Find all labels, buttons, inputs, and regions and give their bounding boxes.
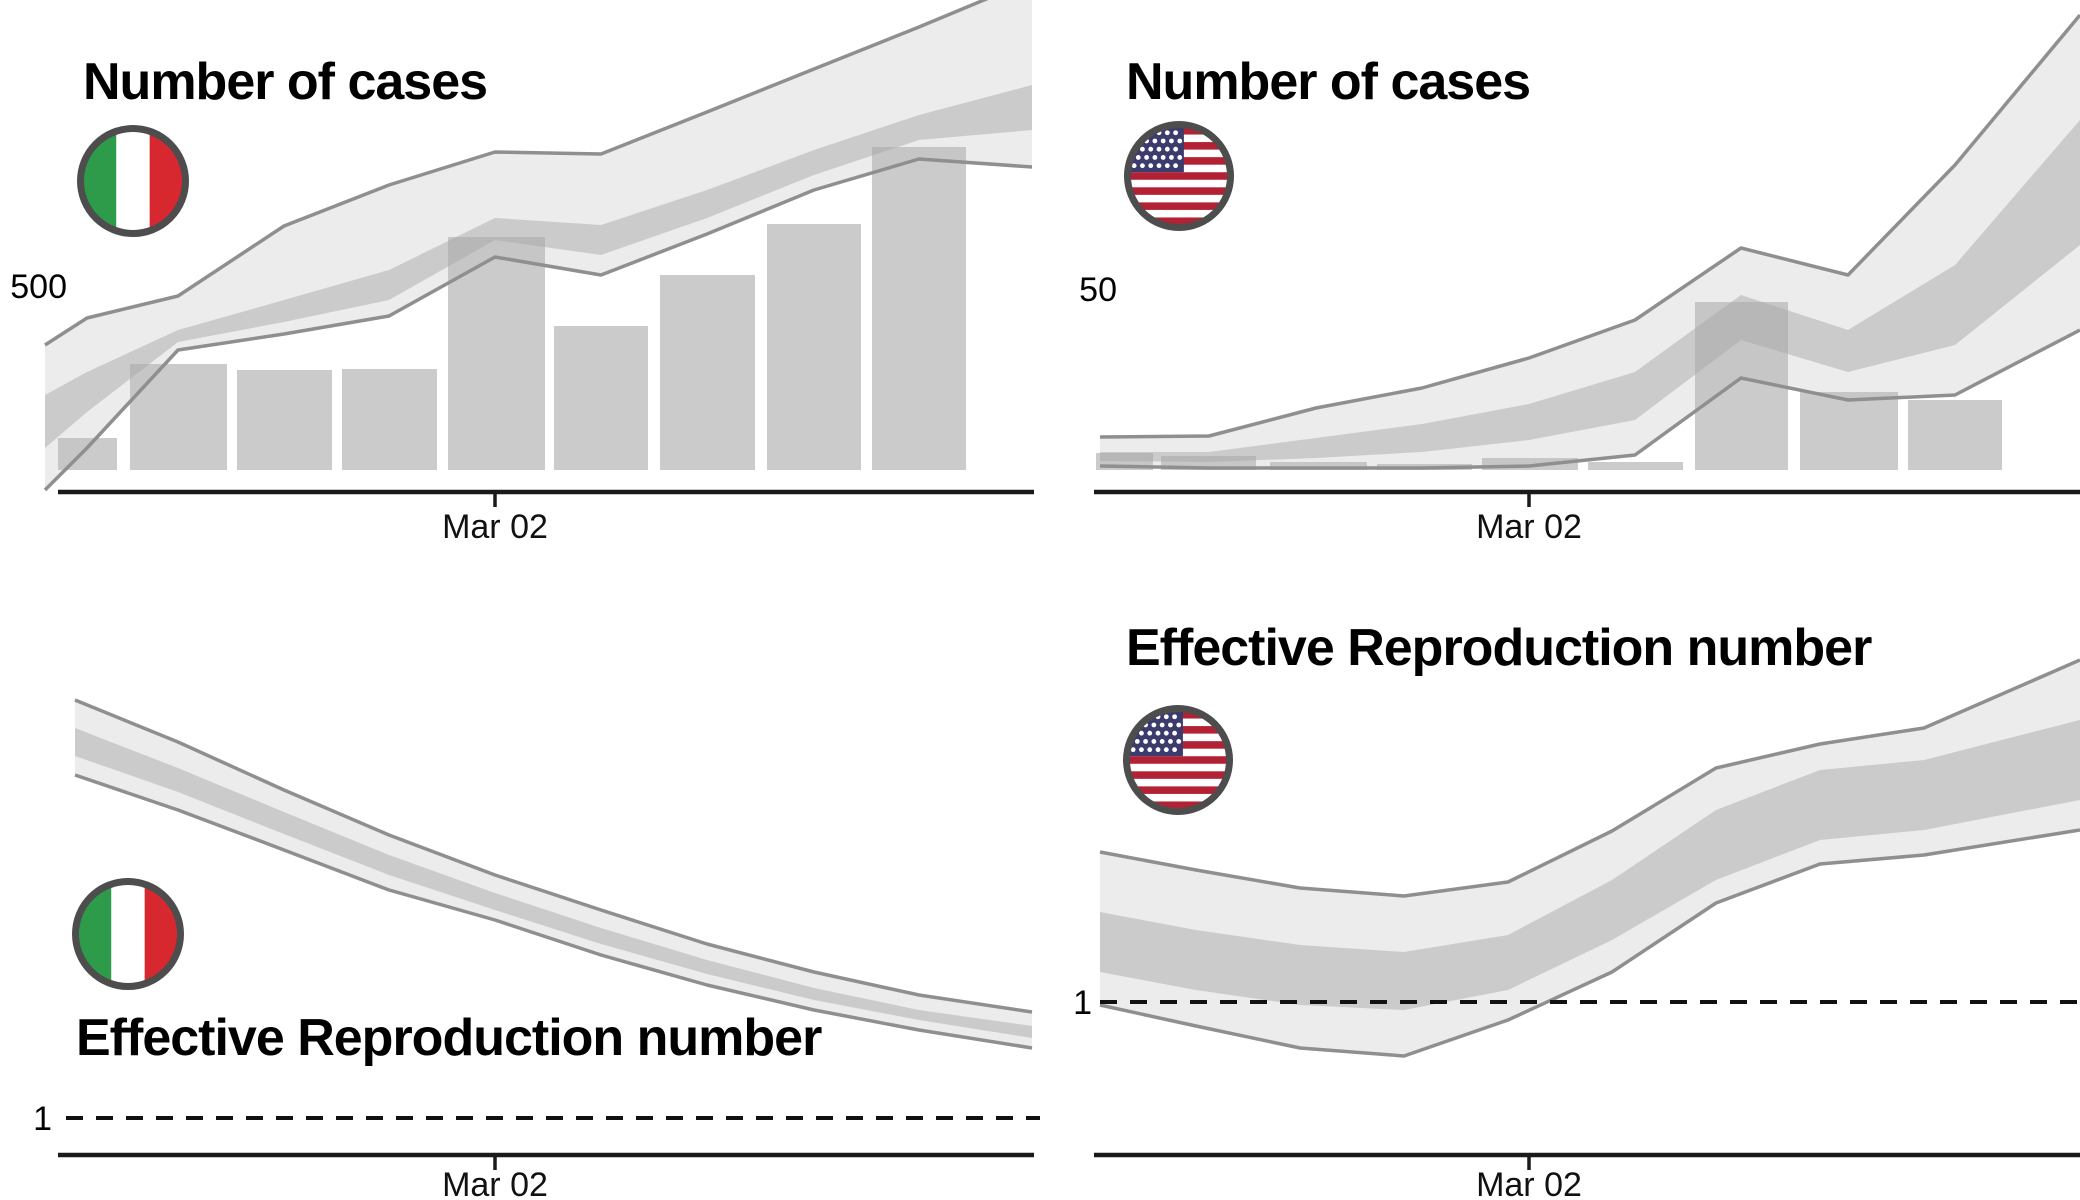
ci90-upper-edge (74, 698, 1033, 1014)
case-bar (1588, 462, 1683, 470)
usa-flag-icon (1124, 121, 1234, 231)
ci90-ribbon (75, 700, 1032, 1048)
y-axis-tick-label: 50 (1079, 271, 1117, 309)
ci50-ribbon (1100, 120, 2080, 462)
usa-flag-icon (1123, 705, 1233, 815)
ci90-upper-edge (1099, 658, 2080, 898)
case-bar (660, 275, 755, 470)
case-bar (872, 147, 966, 470)
ci90-upper-edge (44, 0, 989, 347)
panel-bottom_right (1094, 658, 2080, 1170)
case-bar (554, 326, 648, 470)
ci50-ribbon (45, 85, 1032, 448)
reference-line-label: 1 (33, 1100, 52, 1138)
page-title: Number of cases (83, 53, 488, 111)
ci90-ribbon (1100, 15, 2080, 468)
ci90-lower-edge (74, 773, 1033, 1050)
panel-top_right (1094, 13, 2080, 507)
italy-flag-icon (72, 878, 184, 990)
ci90-ribbon (1100, 660, 2080, 1056)
case-bar (342, 369, 437, 470)
ci90-upper-edge (1099, 13, 2080, 439)
ci50-ribbon (1100, 720, 2080, 1010)
page-title: Number of cases (1126, 53, 1531, 111)
case-bar (1908, 400, 2002, 470)
x-axis-tick-label: Mar 02 (442, 508, 548, 546)
italy-flag-icon (77, 125, 189, 237)
ci90-lower-edge (43, 157, 1033, 492)
reference-line-label: 1 (1073, 984, 1092, 1022)
ci90-ribbon (45, 0, 1032, 490)
panel-bottom_left (58, 698, 1040, 1170)
page-title: Effective Reproduction number (1126, 619, 1872, 677)
page-title: Effective Reproduction number (76, 1009, 822, 1067)
case-bar (767, 224, 861, 470)
panel-top_left (43, 0, 1034, 507)
x-axis-tick-label: Mar 02 (1476, 508, 1582, 546)
x-axis-tick-label: Mar 02 (1476, 1166, 1582, 1200)
case-bar (1270, 462, 1367, 470)
case-bar (130, 364, 227, 470)
y-axis-tick-label: 500 (10, 268, 67, 306)
ci90-lower-edge (1099, 828, 2080, 1058)
case-bar (237, 370, 332, 470)
case-bar (58, 438, 117, 470)
x-axis-tick-label: Mar 02 (442, 1166, 548, 1200)
case-bar (1800, 392, 1898, 470)
ci90-lower-edge (1099, 328, 2080, 470)
